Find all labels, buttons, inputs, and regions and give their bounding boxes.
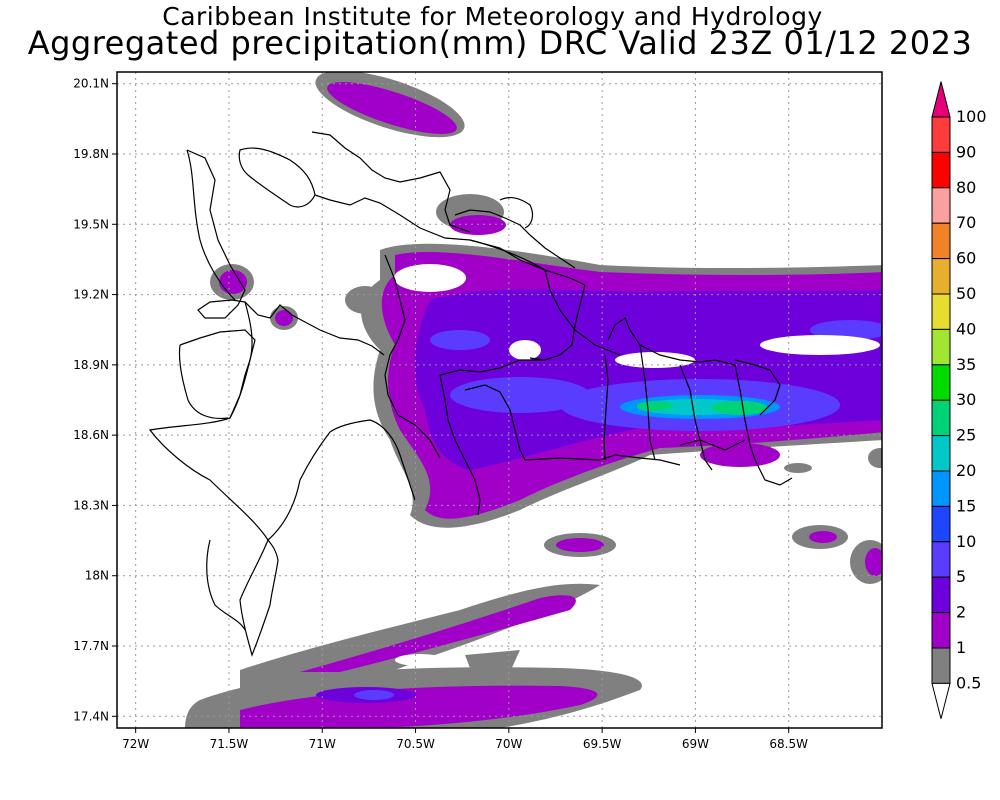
colorbar-swatch bbox=[931, 187, 951, 224]
lat-tick-label: 19.5N bbox=[73, 217, 109, 231]
colorbar-label: 25 bbox=[956, 426, 976, 445]
country-boundaries bbox=[148, 131, 793, 657]
lat-tick-label: 18.9N bbox=[73, 358, 109, 372]
colorbar-label: 70 bbox=[956, 213, 976, 232]
colorbar-swatch bbox=[931, 576, 951, 614]
colorbar-swatch bbox=[931, 151, 951, 189]
lon-tick-label: 70W bbox=[495, 737, 522, 751]
colorbar-label: 50 bbox=[956, 284, 976, 303]
map-grid bbox=[117, 72, 882, 728]
colorbar-label: 60 bbox=[956, 249, 976, 268]
longitude-axis: 72W 71.5W 71W 70.5W 70W 69.5W 69W 68.5W bbox=[122, 728, 808, 751]
colorbar-swatch bbox=[931, 647, 951, 684]
colorbar-label: 2 bbox=[956, 603, 966, 622]
colorbar-label: 10 bbox=[956, 532, 976, 551]
colorbar-label: 1 bbox=[956, 638, 966, 657]
lat-tick-label: 17.4N bbox=[73, 709, 109, 723]
lon-tick-label: 71W bbox=[309, 737, 336, 751]
colorbar-swatch bbox=[931, 116, 951, 153]
colorbar-swatch bbox=[931, 399, 951, 437]
colorbar-label: 90 bbox=[956, 142, 976, 161]
lat-tick-label: 18.3N bbox=[73, 498, 109, 512]
colorbar-label: 80 bbox=[956, 178, 976, 197]
colorbar-swatch bbox=[931, 258, 951, 295]
colorbar-swatch bbox=[931, 435, 951, 472]
lon-tick-label: 68.5W bbox=[769, 737, 808, 751]
lon-tick-label: 71.5W bbox=[210, 737, 249, 751]
colorbar-label: 100 bbox=[956, 107, 987, 126]
lon-tick-label: 69.5W bbox=[583, 737, 622, 751]
colorbar-label: 20 bbox=[956, 461, 976, 480]
colorbar-label: 5 bbox=[956, 567, 966, 586]
colorbar-overflow-swatch bbox=[931, 81, 951, 118]
precip-green-30mm bbox=[637, 401, 768, 415]
lat-tick-label: 19.8N bbox=[73, 147, 109, 161]
latitude-axis: 20.1N 19.8N 19.5N 19.2N 18.9N 18.6N 18.3N 18N 17… bbox=[73, 77, 117, 723]
lat-tick-label: 19.2N bbox=[73, 288, 109, 302]
lat-tick-label: 18N bbox=[85, 569, 109, 583]
lat-tick-label: 18.6N bbox=[73, 428, 109, 442]
colorbar-swatch bbox=[931, 682, 951, 719]
map-frame bbox=[116, 71, 883, 729]
colorbar-swatch bbox=[931, 470, 951, 507]
lat-tick-label: 20.1N bbox=[73, 77, 109, 91]
colorbar-swatch bbox=[931, 612, 951, 649]
colorbar-label: 15 bbox=[956, 496, 976, 515]
lon-tick-label: 70.5W bbox=[396, 737, 435, 751]
colorbar-swatch bbox=[931, 505, 951, 543]
lon-tick-label: 69W bbox=[682, 737, 709, 751]
colorbar-swatch bbox=[931, 293, 951, 330]
colorbar-label: 30 bbox=[956, 390, 976, 409]
lon-tick-label: 72W bbox=[122, 737, 149, 751]
colorbar-label: 0.5 bbox=[956, 673, 981, 692]
precipitation-field bbox=[185, 72, 882, 728]
colorbar-swatch bbox=[931, 541, 951, 578]
colorbar-swatch bbox=[931, 328, 951, 366]
precip-gaps bbox=[394, 264, 880, 666]
map-title: Aggregated precipitation(mm) DRC Valid 2… bbox=[27, 24, 973, 62]
colorbar: 100 90 80 70 60 50 40 35 30 25 20 15 10 5 2 1 0.5 bbox=[931, 81, 987, 719]
institute-title: Caribbean Institute for Meteorology and … bbox=[162, 2, 823, 31]
colorbar-swatch bbox=[931, 364, 951, 401]
colorbar-label: 35 bbox=[956, 355, 976, 374]
colorbar-label: 40 bbox=[956, 319, 976, 338]
colorbar-swatch bbox=[931, 222, 951, 260]
lat-tick-label: 17.7N bbox=[73, 639, 109, 653]
